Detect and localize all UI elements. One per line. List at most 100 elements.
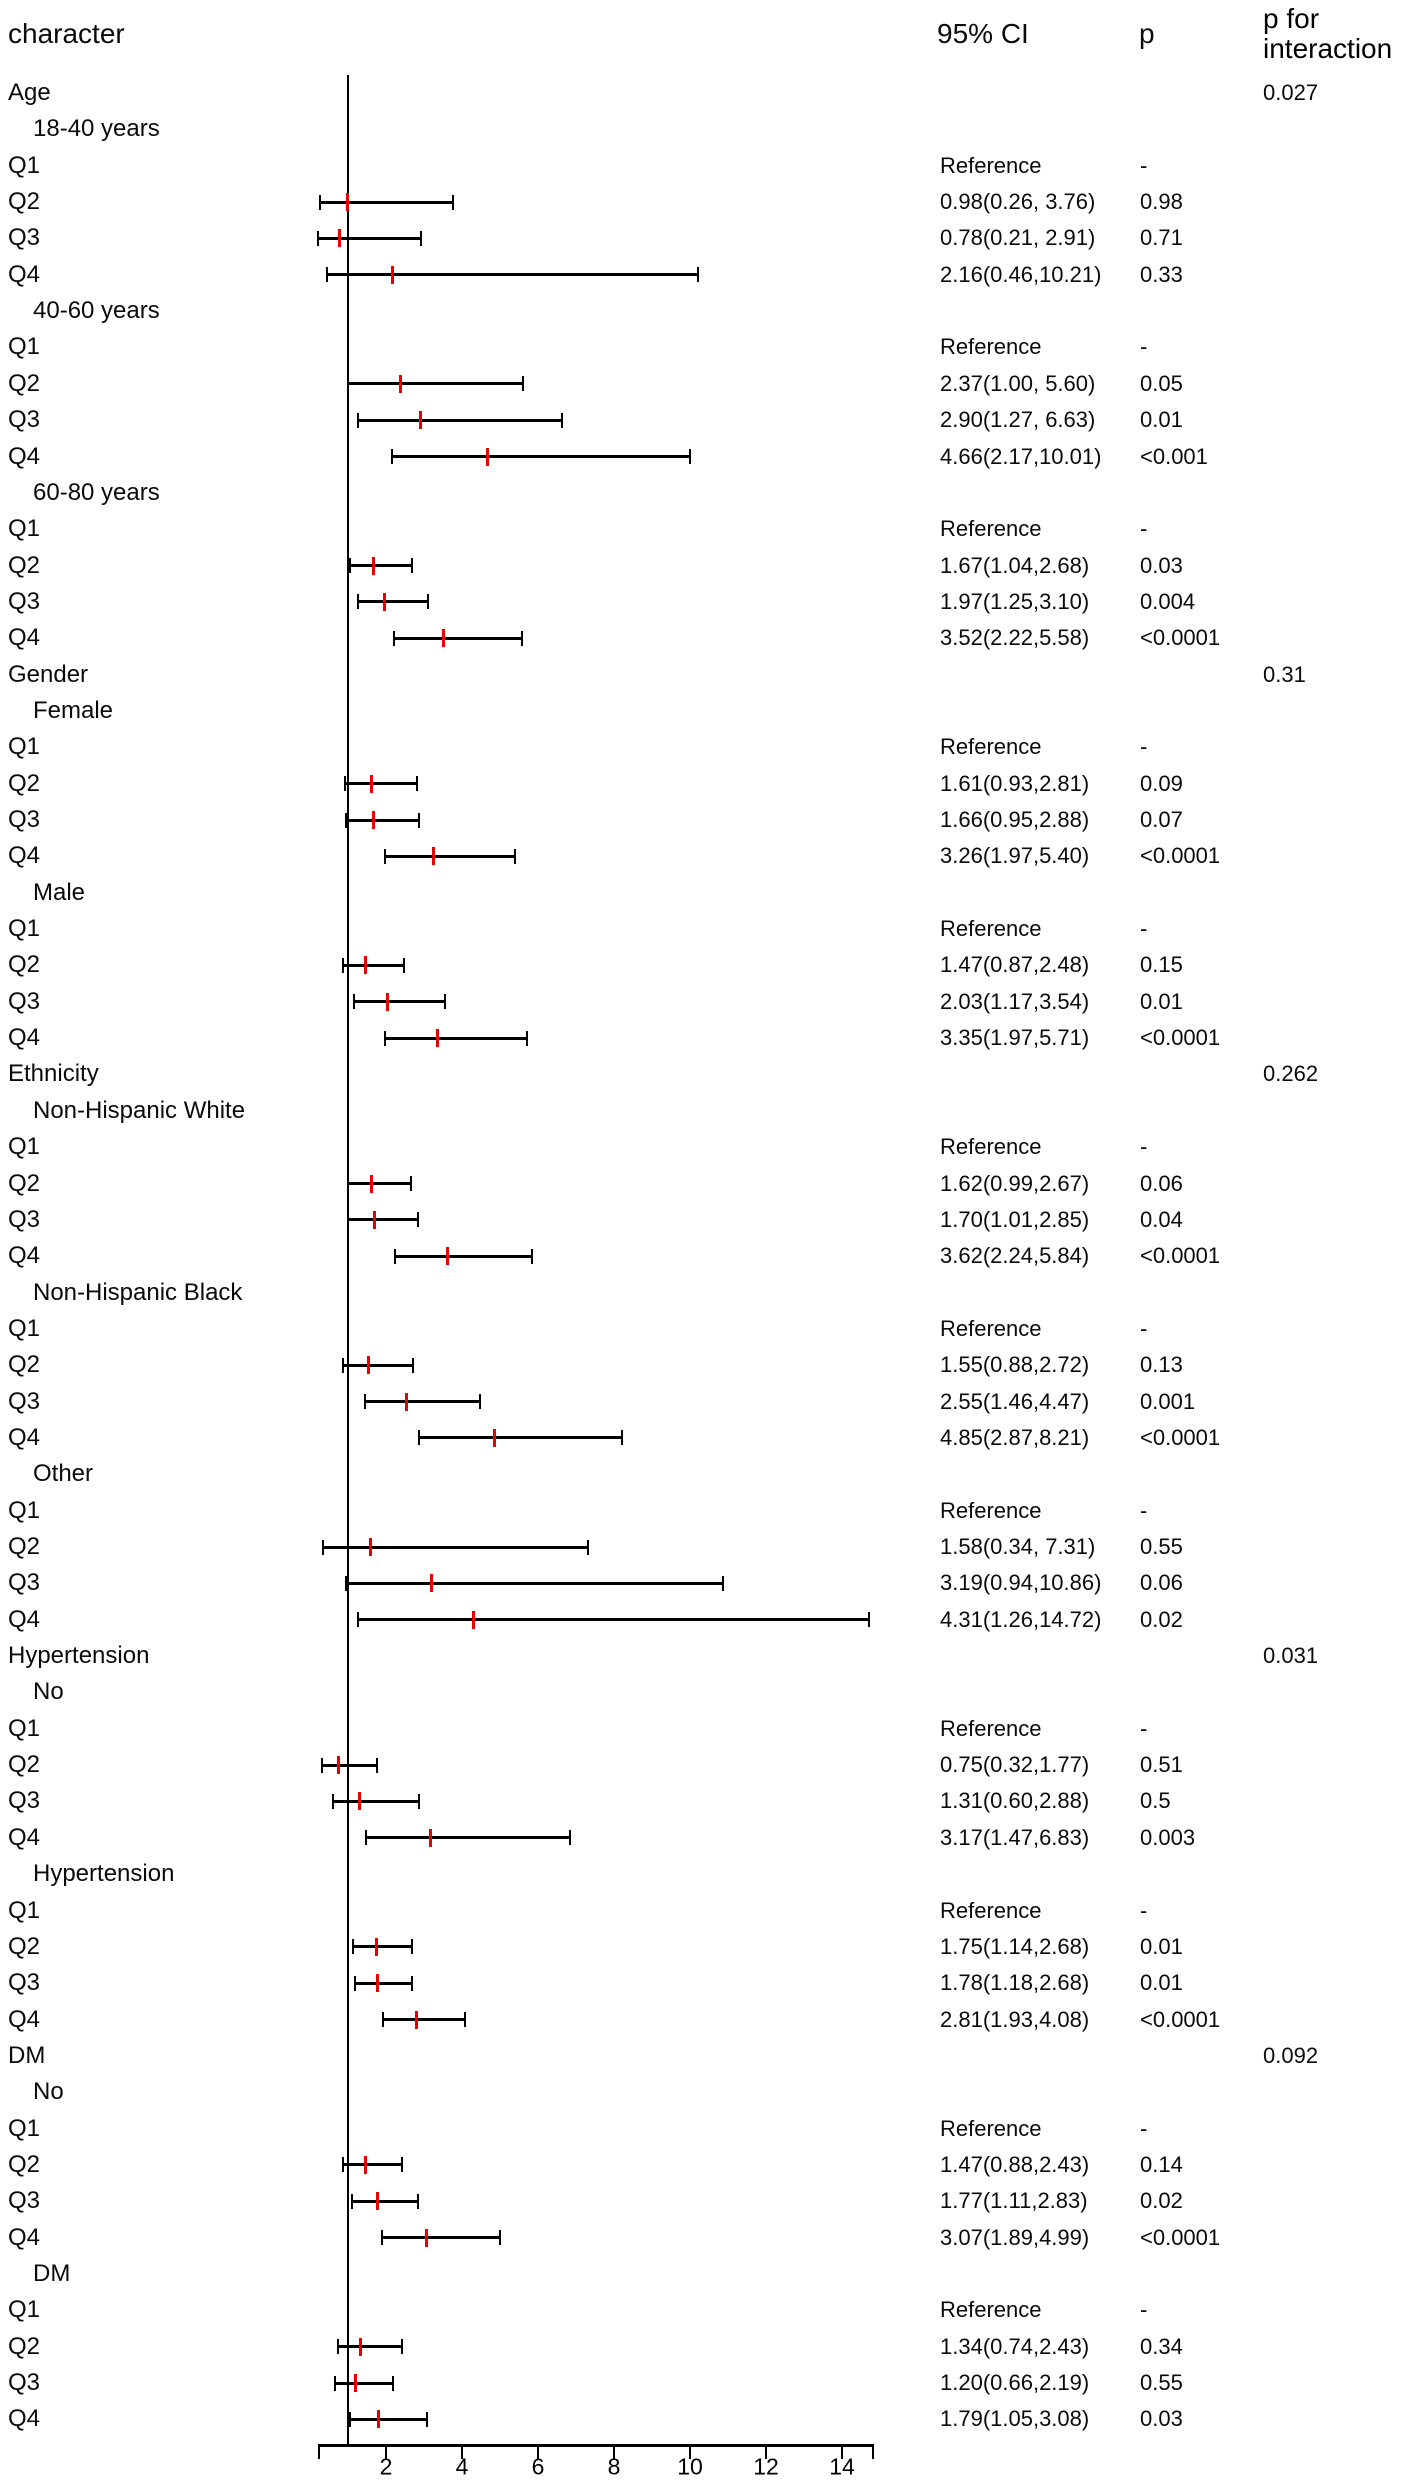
ci-value: 1.75(1.14,2.68): [940, 1933, 1090, 1959]
ci-whisker: [384, 1036, 527, 1040]
ci-value: Reference: [940, 334, 1042, 360]
ci-cap-right: [514, 848, 517, 864]
ci-whisker: [394, 636, 523, 640]
ci-cap-right: [417, 1212, 420, 1228]
ci-whisker: [395, 1254, 532, 1258]
ci-value: Reference: [940, 2297, 1042, 2323]
ci-value: Reference: [940, 1315, 1042, 1341]
ci-point-marker: [337, 1756, 340, 1775]
row-label: Hypertension: [33, 1860, 175, 1888]
ci-cap-left: [357, 412, 360, 428]
ci-cap-right: [410, 1176, 413, 1191]
row-label: No: [33, 2078, 64, 2106]
row-label: Q2: [8, 1533, 41, 1560]
ci-value: Reference: [940, 2115, 1042, 2141]
p-value: <0.0001: [1140, 625, 1221, 651]
p-value: 0.004: [1140, 588, 1196, 614]
column-header-p-interaction: p for interaction: [1263, 3, 1393, 64]
p-value: 0.07: [1140, 807, 1183, 832]
row-label: No: [33, 1678, 64, 1706]
p-value: 0.01: [1140, 1933, 1183, 1959]
ci-cap-right: [696, 267, 699, 283]
ci-whisker: [346, 818, 420, 822]
p-value: 0.003: [1140, 1824, 1196, 1850]
ci-value: 2.81(1.93,4.08): [940, 2006, 1090, 2032]
ci-value: 3.62(2.24,5.84): [940, 1243, 1090, 1269]
ci-cap-right: [392, 2375, 395, 2391]
p-value: -: [1140, 516, 1148, 542]
row-label: 60-80 years: [33, 478, 160, 506]
row-label: Q4: [8, 1423, 41, 1451]
ci-value: 4.31(1.26,14.72): [940, 1606, 1102, 1632]
ci-value: Reference: [940, 1897, 1042, 1923]
p-value: 0.01: [1140, 1970, 1183, 1996]
p-value: -: [1140, 2297, 1148, 2323]
row-label: Other: [33, 1460, 94, 1488]
ci-value: 0.78(0.21, 2.91): [940, 225, 1096, 251]
ci-cap-right: [689, 449, 692, 464]
ci-whisker: [338, 2345, 403, 2349]
p-value: <0.0001: [1140, 2224, 1221, 2250]
row-label: Q1: [8, 151, 41, 179]
ci-point-marker: [354, 2374, 358, 2393]
ci-value: 3.17(1.47,6.83): [940, 1824, 1090, 1850]
row-label: Q1: [8, 333, 41, 361]
ci-cap-right: [426, 594, 429, 610]
ci-value: Reference: [940, 1497, 1042, 1523]
p-value: 0.15: [1140, 952, 1183, 978]
ci-point-marker: [345, 193, 349, 212]
ci-point-marker: [367, 1356, 371, 1375]
row-label: Q2: [8, 1169, 41, 1197]
row-label: Q3: [8, 1387, 41, 1415]
ci-whisker: [332, 1799, 420, 1803]
ci-value: 3.35(1.97,5.71): [940, 1025, 1090, 1051]
row-label: Q1: [8, 1314, 41, 1342]
row-label: Q3: [8, 806, 41, 833]
ci-whisker: [348, 1218, 419, 1222]
ci-cap-left: [331, 1793, 334, 1809]
row-label: Male: [33, 878, 86, 906]
ci-cap-left: [345, 812, 348, 828]
ci-value: 1.97(1.25,3.10): [940, 588, 1090, 614]
x-axis-endcap-left: [318, 2446, 320, 2459]
ci-whisker: [319, 200, 453, 204]
p-interaction-value: 0.027: [1263, 80, 1319, 105]
row-label: Q3: [8, 1569, 41, 1597]
ci-cap-right: [521, 630, 524, 646]
p-interaction-value: 0.031: [1263, 1643, 1319, 1669]
ci-cap-left: [321, 1539, 324, 1555]
ci-cap-left: [391, 449, 394, 464]
ci-value: 4.85(2.87,8.21): [940, 1424, 1090, 1450]
row-label: Q3: [8, 224, 41, 252]
ci-whisker: [322, 1545, 588, 1549]
row-label: Age: [8, 79, 51, 106]
ci-point-marker: [485, 447, 489, 466]
ci-cap-left: [383, 1030, 386, 1046]
p-value: 0.71: [1140, 225, 1183, 251]
row-label: Q1: [8, 915, 41, 943]
ci-cap-right: [586, 1539, 589, 1555]
ci-whisker: [365, 1836, 570, 1840]
ci-cap-left: [380, 2230, 383, 2246]
ci-value: 2.16(0.46,10.21): [940, 261, 1102, 287]
ci-point-marker: [383, 592, 387, 611]
p-value: 0.03: [1140, 552, 1183, 578]
ci-cap-right: [498, 2230, 501, 2246]
x-axis-tick-label: 8: [607, 2453, 621, 2480]
ci-cap-left: [348, 558, 351, 574]
ci-cap-left: [383, 848, 386, 864]
ci-point-marker: [369, 774, 373, 793]
ci-point-marker: [432, 847, 436, 866]
row-label: Q3: [8, 2187, 41, 2215]
ci-whisker: [317, 236, 421, 240]
row-label: Q2: [8, 1351, 41, 1379]
ci-value: 3.26(1.97,5.40): [940, 843, 1090, 869]
column-header-character: character: [8, 18, 125, 49]
x-axis-tick-label: 12: [753, 2453, 779, 2480]
ci-cap-right: [868, 1612, 871, 1628]
ci-whisker: [365, 1400, 480, 1404]
x-axis-tick: [689, 2446, 691, 2459]
ci-point-marker: [376, 2410, 380, 2429]
ci-value: Reference: [940, 1715, 1042, 1741]
